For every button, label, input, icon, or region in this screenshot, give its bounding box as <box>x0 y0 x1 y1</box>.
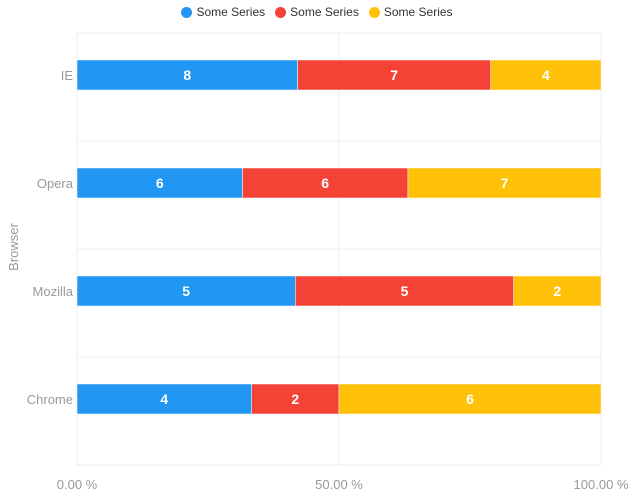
data-label-chrome-series-2: 6 <box>466 391 474 407</box>
bar-opera-series-0[interactable] <box>76 167 243 199</box>
bar-opera-series-2[interactable] <box>407 167 602 199</box>
category-label-chrome: Chrome <box>27 392 73 407</box>
bar-mozilla-series-0[interactable] <box>76 275 296 307</box>
legend-item-0[interactable]: Some Series <box>181 5 265 19</box>
legend: Some Series Some Series Some Series <box>0 5 634 19</box>
legend-label-1: Some Series <box>290 5 359 19</box>
category-labels: IE Opera Mozilla Chrome <box>27 68 74 407</box>
category-label-mozilla: Mozilla <box>33 284 74 299</box>
data-label-opera-series-1: 6 <box>321 175 329 191</box>
data-label-opera-series-2: 7 <box>501 175 509 191</box>
category-label-ie: IE <box>61 68 74 83</box>
data-label-ie-series-0: 8 <box>183 67 191 83</box>
data-label-chrome-series-0: 4 <box>160 391 168 407</box>
category-label-opera: Opera <box>37 176 74 191</box>
legend-swatch-2 <box>368 6 380 18</box>
legend-item-1[interactable]: Some Series <box>275 5 359 19</box>
bar-mozilla-series-2[interactable] <box>513 275 602 307</box>
bar-ie-series-2[interactable] <box>490 59 602 91</box>
bar-opera-series-1[interactable] <box>242 167 409 199</box>
data-label-chrome-series-1: 2 <box>291 391 299 407</box>
data-label-mozilla-series-2: 2 <box>553 283 561 299</box>
x-tick-1: 50.00 % <box>315 477 363 492</box>
data-label-opera-series-0: 6 <box>156 175 164 191</box>
bar-chrome-series-0[interactable] <box>76 383 252 415</box>
bar-ie-series-1[interactable] <box>297 59 491 91</box>
data-label-ie-series-2: 4 <box>542 67 550 83</box>
legend-swatch-1 <box>275 6 287 18</box>
x-tick-0: 0.00 % <box>57 477 98 492</box>
legend-label-0: Some Series <box>196 5 266 19</box>
bars: 8 7 4 6 6 7 5 5 2 4 2 6 <box>76 59 602 415</box>
bar-mozilla-series-1[interactable] <box>295 275 514 307</box>
grid <box>76 32 602 466</box>
legend-label-2: Some Series <box>383 5 453 19</box>
y-axis-label: Browser <box>6 222 21 270</box>
data-label-ie-series-1: 7 <box>390 67 398 83</box>
x-tick-labels: 0.00 % 50.00 % 100.00 % <box>57 477 629 492</box>
bar-chrome-series-1[interactable] <box>251 383 340 415</box>
bar-chrome-series-2[interactable] <box>338 383 602 415</box>
legend-item-2[interactable]: Some Series <box>368 5 453 19</box>
legend-swatch-0 <box>181 6 193 18</box>
data-label-mozilla-series-0: 5 <box>182 283 190 299</box>
data-label-mozilla-series-1: 5 <box>401 283 409 299</box>
x-tick-2: 100.00 % <box>574 477 629 492</box>
